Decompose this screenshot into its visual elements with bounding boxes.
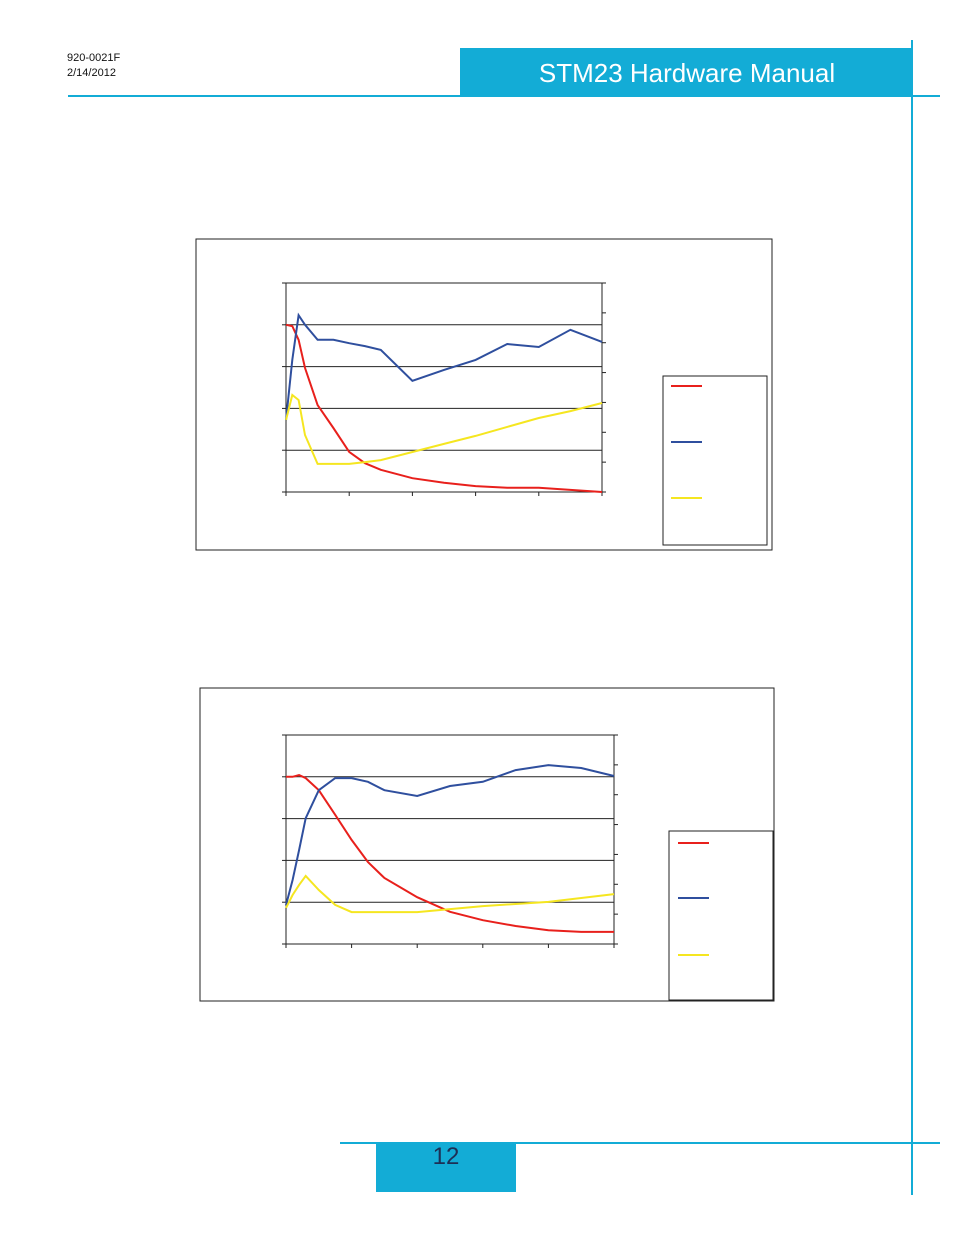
title-banner xyxy=(460,48,912,96)
doc-id: 920-0021F xyxy=(67,52,120,64)
series-line xyxy=(286,774,614,933)
series-line xyxy=(285,764,615,906)
chart-frame xyxy=(195,238,773,551)
legend-box xyxy=(668,830,774,1001)
legend-box xyxy=(662,375,768,546)
series-line xyxy=(285,874,615,914)
page-number: 12 xyxy=(433,1143,460,1170)
series-line xyxy=(285,312,603,421)
series-line xyxy=(285,323,603,493)
doc-date: 2/14/2012 xyxy=(67,67,116,79)
doc-title: STM23 Hardware Manual xyxy=(539,58,835,88)
series-line xyxy=(285,393,603,465)
chart-frame xyxy=(199,687,775,1002)
page-number-box xyxy=(376,1143,516,1192)
